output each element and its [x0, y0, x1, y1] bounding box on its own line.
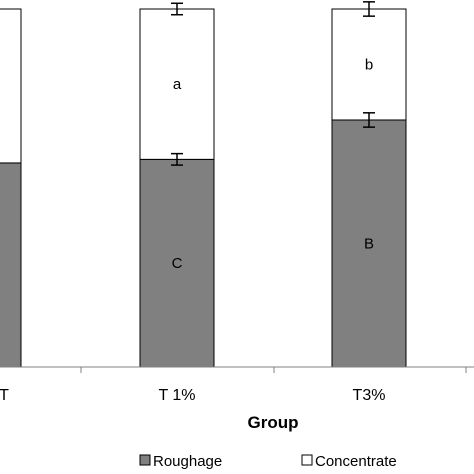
- bar-group: [0, 8, 407, 368]
- error-bar-concentrate-t3: [363, 1, 375, 17]
- error-bar-concentrate-t-1: [171, 2, 183, 16]
- x-tick-label-group: T T 1% T3%: [0, 387, 385, 404]
- legend-label-roughage: Roughage: [153, 453, 222, 470]
- error-bar-roughage-t3: [363, 112, 375, 128]
- legend-swatch-concentrate: [301, 454, 313, 466]
- x-tick-label-t-1: T 1%: [158, 387, 195, 404]
- bar-concentrate-t3: [331, 8, 407, 121]
- legend-swatch-roughage: [139, 454, 151, 466]
- letter-concentrate-t3: b: [365, 56, 373, 73]
- bar-concentrate-t: [0, 8, 22, 164]
- legend: Roughage Concentrate: [139, 453, 397, 470]
- x-tick-label-t: T: [0, 387, 9, 404]
- letter-group: Ca Bb: [172, 56, 374, 272]
- error-bar-group: [171, 1, 375, 166]
- bar-roughage-t: [0, 162, 22, 368]
- x-tick-label-t3: T3%: [353, 387, 386, 404]
- letter-roughage-t3: B: [364, 235, 374, 252]
- bar-concentrate-t-1: [139, 8, 215, 160]
- bar-roughage-t-1: [139, 158, 215, 368]
- x-axis-label: Group: [248, 413, 299, 432]
- x-tick-group: [80, 367, 467, 373]
- letter-concentrate-t-1: a: [173, 76, 182, 93]
- error-bar-roughage-t-1: [171, 152, 183, 166]
- letter-roughage-t-1: C: [172, 255, 183, 272]
- legend-label-concentrate: Concentrate: [315, 453, 397, 470]
